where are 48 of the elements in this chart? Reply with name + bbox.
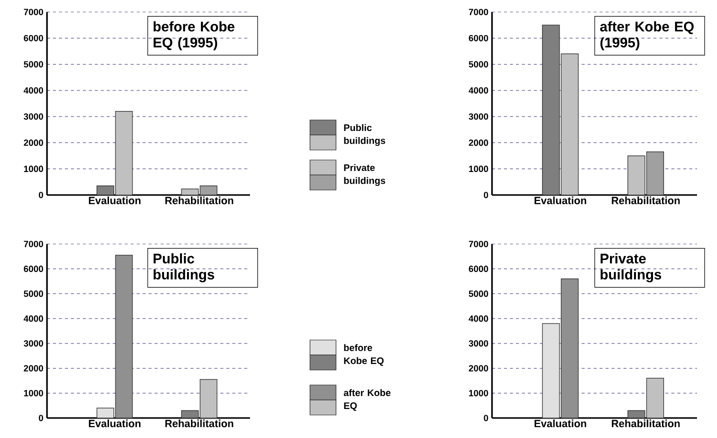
y-tick-label: 2000 <box>468 140 488 146</box>
y-tick-label: 3000 <box>24 113 44 120</box>
y-tick-label: 2000 <box>24 140 44 146</box>
y-tick-label: 0 <box>38 192 44 198</box>
y-tick-label: 1000 <box>469 390 488 396</box>
x-tick-label: Evaluation <box>534 420 586 428</box>
y-tick-label: 3000 <box>468 113 488 120</box>
y-tick-label: 3000 <box>468 340 488 347</box>
text: after Kobe EQ (1995) <box>600 21 694 50</box>
y-tick-label: 0 <box>38 414 44 422</box>
text: Public buildings <box>154 253 214 282</box>
y-tick-label: 7000 <box>468 240 488 248</box>
y-tick-label: 2000 <box>468 365 488 372</box>
y-tick-label: 5000 <box>24 290 44 297</box>
y-tick-label: 5000 <box>24 61 44 68</box>
y-tick-label: 1000 <box>24 390 44 396</box>
y-tick-label: 0 <box>484 192 488 198</box>
y-tick-label: 7000 <box>24 8 44 16</box>
text: before Kobe EQ (1995) <box>154 21 234 50</box>
y-tick-label: 6000 <box>468 34 488 42</box>
y-tick-label: 5000 <box>468 61 488 68</box>
text: Private buildings <box>600 253 662 282</box>
x-tick-label: Evaluation <box>88 196 140 204</box>
y-tick-label: 6000 <box>24 266 44 272</box>
x-tick-label: Rehabilitation <box>165 420 234 428</box>
y-tick-label: 7000 <box>468 8 488 16</box>
y-tick-label: 2000 <box>24 365 44 372</box>
y-tick-label: 6000 <box>468 266 488 272</box>
x-tick-label: Rehabilitation <box>612 196 680 204</box>
y-tick-label: 1000 <box>24 166 44 172</box>
y-tick-label: 6000 <box>24 34 44 42</box>
x-tick-label: Evaluation <box>88 420 140 428</box>
y-tick-label: 5000 <box>468 290 488 297</box>
y-tick-label: 0 <box>484 414 488 422</box>
y-tick-label: 7000 <box>24 240 44 248</box>
x-tick-label: Evaluation <box>534 196 586 204</box>
legend-label: before Kobe EQ <box>344 344 384 366</box>
legend-label: after Kobe EQ <box>344 389 391 411</box>
y-tick-label: 4000 <box>24 315 44 322</box>
y-tick-label: 1000 <box>469 166 488 172</box>
legend-label: Public buildings <box>344 124 386 146</box>
y-tick-label: 3000 <box>24 340 44 347</box>
y-tick-label: 4000 <box>24 87 44 94</box>
y-tick-label: 4000 <box>468 87 488 94</box>
y-tick-label: 4000 <box>468 315 488 322</box>
x-tick-label: Rehabilitation <box>165 196 234 204</box>
legend-label: Private buildings <box>344 164 386 186</box>
x-tick-label: Rehabilitation <box>612 420 680 428</box>
